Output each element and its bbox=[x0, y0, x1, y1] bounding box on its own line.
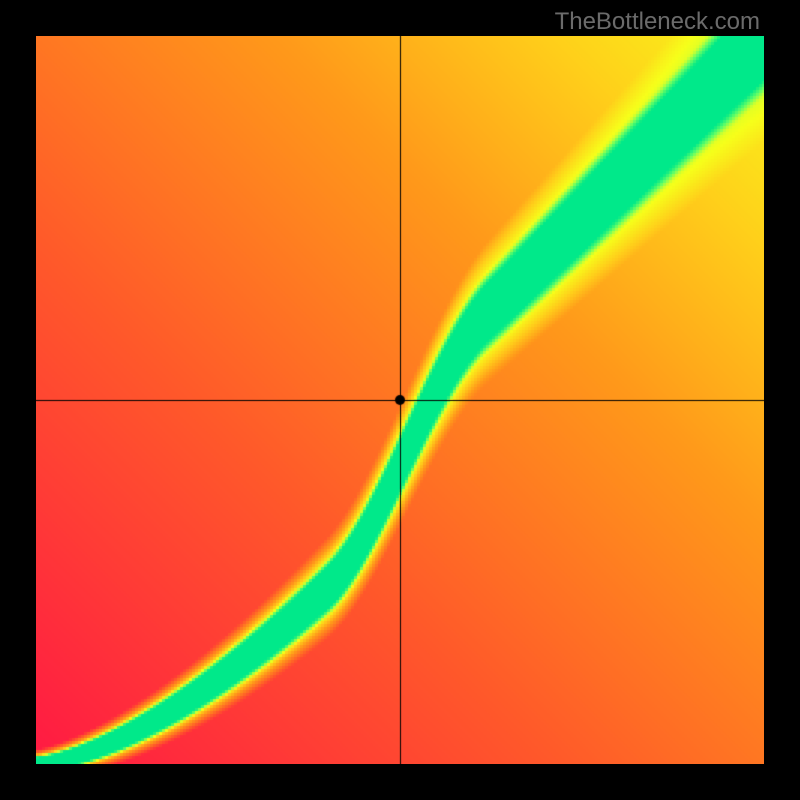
watermark-text: TheBottleneck.com bbox=[555, 8, 760, 36]
chart-container: TheBottleneck.com bbox=[0, 0, 800, 800]
bottleneck-heatmap bbox=[36, 36, 764, 764]
